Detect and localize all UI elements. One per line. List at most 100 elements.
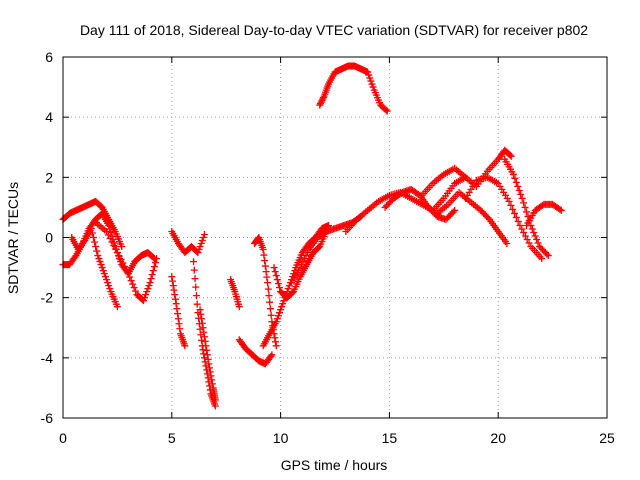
data-point <box>176 325 184 333</box>
data-point <box>202 342 210 350</box>
data-point <box>170 286 178 294</box>
data-point <box>278 303 286 311</box>
chart-title: Day 111 of 2018, Sidereal Day-to-day VTE… <box>80 22 588 38</box>
data-point <box>271 268 279 276</box>
x-tick-label: 25 <box>599 430 615 446</box>
data-point <box>113 303 121 311</box>
data-point <box>171 291 179 299</box>
data-point <box>192 283 200 291</box>
data-point <box>318 97 326 105</box>
data-point <box>521 232 529 240</box>
data-point <box>512 178 520 186</box>
data-point <box>276 284 284 292</box>
y-axis-label: SDTVAR / TECUs <box>5 182 21 294</box>
data-point <box>511 209 519 217</box>
y-tick-label: -6 <box>41 410 54 426</box>
data-point <box>99 267 107 275</box>
data-point <box>267 352 275 360</box>
data-point <box>149 267 157 275</box>
data-point <box>87 224 95 232</box>
data-point <box>200 328 208 336</box>
series-track-e <box>168 227 208 257</box>
data-point <box>192 292 200 300</box>
data-point <box>302 252 310 260</box>
data-point <box>383 107 391 115</box>
series-track-d <box>92 218 161 305</box>
data-point <box>364 68 372 76</box>
data-point <box>105 282 113 290</box>
data-point <box>117 256 125 264</box>
series-track-j <box>235 336 276 368</box>
data-point <box>91 238 99 246</box>
data-point <box>268 351 276 359</box>
data-point <box>266 305 274 313</box>
data-point <box>121 263 129 271</box>
x-tick-labels: 0 5 10 15 20 25 <box>59 430 615 446</box>
y-tick-label: -2 <box>41 290 54 306</box>
data-point <box>144 285 152 293</box>
data-point <box>140 297 148 305</box>
data-point <box>272 342 280 350</box>
series-track-h <box>196 306 219 404</box>
data-point <box>484 214 492 222</box>
data-point <box>511 174 519 182</box>
data-point <box>142 291 150 299</box>
data-point <box>528 225 536 233</box>
x-tick-label: 10 <box>273 430 289 446</box>
data-point <box>124 270 132 278</box>
data-point <box>130 284 138 292</box>
data-point <box>105 221 113 229</box>
data-point <box>205 360 213 368</box>
data-point <box>280 297 288 305</box>
x-tick-label: 20 <box>490 430 506 446</box>
data-point <box>514 217 522 225</box>
series-track-k <box>250 234 280 350</box>
data-point <box>296 264 304 272</box>
data-point <box>71 253 79 261</box>
grid <box>63 57 607 418</box>
data-point <box>103 276 111 284</box>
series-track-r <box>418 146 515 199</box>
data-point <box>449 208 457 216</box>
data-point <box>265 292 273 300</box>
data-point <box>264 279 272 287</box>
data-point <box>200 350 208 358</box>
y-tick-label: 0 <box>45 230 53 246</box>
data-point <box>94 252 102 260</box>
data-point <box>101 273 109 281</box>
data-point <box>289 289 297 297</box>
data-point <box>196 243 204 251</box>
data-point <box>211 402 219 410</box>
data-point <box>148 271 156 279</box>
data-point <box>274 312 282 320</box>
data-point <box>208 376 216 384</box>
data-point <box>366 74 374 82</box>
series-track-c <box>68 224 121 311</box>
data-point <box>174 310 182 318</box>
data-point <box>316 100 324 108</box>
data-point <box>198 315 206 323</box>
data-point <box>263 273 271 281</box>
data-point <box>208 380 216 388</box>
data-point <box>261 262 269 270</box>
data-point <box>259 246 267 254</box>
data-point <box>235 303 243 311</box>
data-point <box>104 231 112 239</box>
data-point <box>153 255 161 263</box>
data-point <box>104 279 112 287</box>
data-point <box>298 261 306 269</box>
data-point <box>267 311 275 319</box>
data-point <box>521 203 529 211</box>
series-track-t <box>462 173 546 263</box>
data-point <box>382 106 390 114</box>
data-point <box>146 279 154 287</box>
data-point <box>106 235 114 243</box>
data-point <box>512 213 520 221</box>
data-point <box>272 272 280 280</box>
data-point <box>151 259 159 267</box>
data-point <box>88 229 96 237</box>
series-track-f <box>168 273 189 350</box>
y-tick-label: 6 <box>45 49 53 65</box>
x-tick-label: 15 <box>382 430 398 446</box>
data-point <box>93 247 101 255</box>
